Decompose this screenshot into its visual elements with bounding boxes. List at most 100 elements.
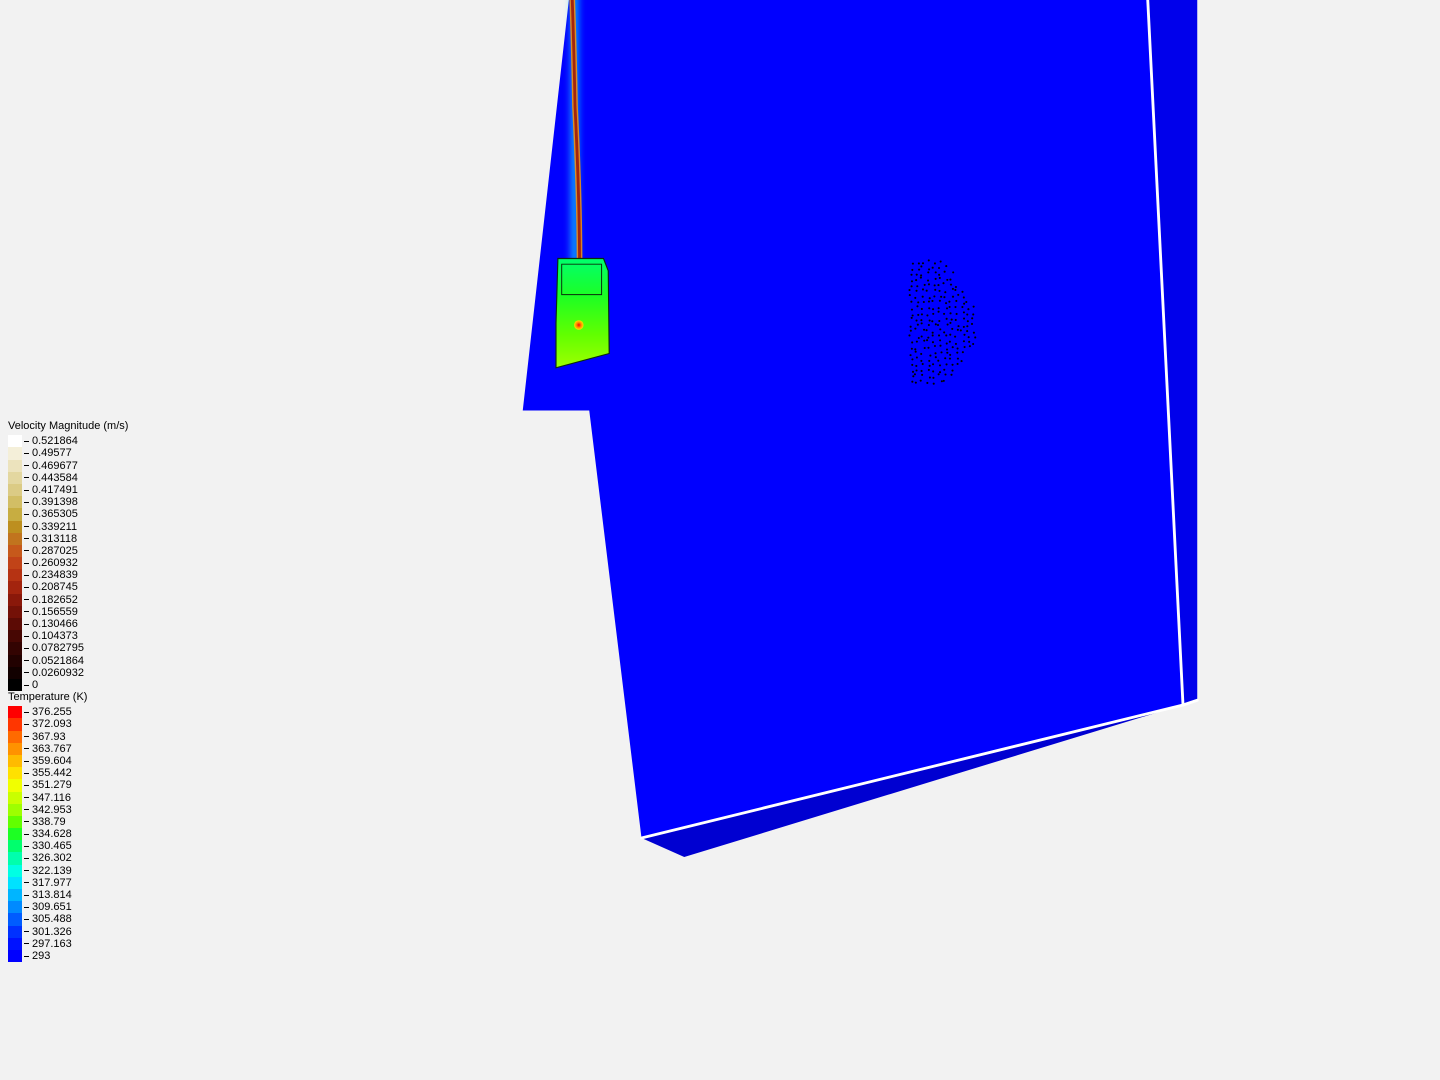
mesh-dot (971, 317, 973, 319)
mesh-dot (951, 319, 953, 321)
legend-temperature-tick: 301.326 (24, 926, 72, 938)
mesh-dot (956, 352, 958, 354)
legend-temperature-tick: 367.93 (24, 731, 72, 743)
mesh-dot (944, 271, 946, 273)
mesh-dot (923, 329, 925, 331)
mesh-dot (909, 354, 911, 356)
mesh-dot (943, 369, 945, 371)
mesh-dot (920, 274, 922, 276)
legend-velocity-tick: 0.443584 (24, 472, 84, 484)
legend-velocity-tick: 0.0260932 (24, 667, 84, 679)
mesh-dot (929, 297, 931, 299)
mesh-dot (963, 326, 965, 328)
legend-velocity-segment (8, 581, 22, 593)
mesh-dot (921, 313, 923, 315)
legend-temperature-tick: 322.139 (24, 865, 72, 877)
legend-temperature-tick: 342.953 (24, 804, 72, 816)
mesh-dot (928, 259, 930, 261)
mesh-dot (912, 314, 914, 316)
legend-temperature-tick: 297.163 (24, 938, 72, 950)
legend-velocity-segment (8, 521, 22, 533)
legend-temperature-tick: 351.279 (24, 779, 72, 791)
mesh-dot (908, 334, 910, 336)
mesh-dot (950, 284, 952, 286)
mesh-dot (955, 286, 957, 288)
legend-velocity-segment (8, 496, 22, 508)
legend-velocity-segment (8, 557, 22, 569)
mesh-dot (916, 305, 918, 307)
mesh-dot (928, 300, 930, 302)
mesh-dot (932, 313, 934, 315)
legend-temperature-tick: 309.651 (24, 901, 72, 913)
scene-svg (480, 0, 1240, 900)
mesh-dot (951, 370, 953, 372)
legend-velocity-tick: 0 (24, 679, 84, 691)
legend-temperature-segment (8, 743, 22, 755)
mesh-dot (911, 317, 913, 319)
mesh-dot (916, 274, 918, 276)
legend-velocity-tick: 0.521864 (24, 435, 84, 447)
mesh-dot (952, 288, 954, 290)
mesh-dot (935, 271, 937, 273)
heater-region (556, 259, 609, 368)
mesh-dot (949, 358, 951, 360)
mesh-dot (952, 296, 954, 298)
mesh-dot (911, 341, 913, 343)
mesh-dot (935, 356, 937, 358)
mesh-dot (962, 351, 964, 353)
mesh-dot (957, 329, 959, 331)
mesh-dot (928, 307, 930, 309)
mesh-dot (928, 324, 930, 326)
mesh-dot (915, 290, 917, 292)
legend-velocity-tick: 0.391398 (24, 496, 84, 508)
simulation-viewport[interactable] (480, 0, 1240, 900)
legend-velocity-segment (8, 508, 22, 520)
mesh-dot (938, 307, 940, 309)
mesh-dot (912, 263, 914, 265)
mesh-dot (920, 265, 922, 267)
legend-velocity-tick: 0.365305 (24, 508, 84, 520)
mesh-dot (920, 360, 922, 362)
mesh-dot (972, 343, 974, 345)
mesh-dot (929, 376, 931, 378)
mesh-dot (911, 269, 913, 271)
mesh-dot (935, 323, 937, 325)
mesh-dot (949, 306, 951, 308)
mesh-dot (954, 306, 956, 308)
legend-temperature-segment (8, 926, 22, 938)
mesh-dot (915, 382, 917, 384)
legend-velocity-tick: 0.287025 (24, 545, 84, 557)
mesh-dot (963, 303, 965, 305)
mesh-dot (940, 296, 942, 298)
mesh-dot (929, 319, 931, 321)
legend-temperature-segment (8, 913, 22, 925)
mesh-dot (968, 336, 970, 338)
legend-temperature-ticks: 376.255372.093367.93363.767359.604355.44… (24, 706, 72, 962)
mesh-dot (921, 370, 923, 372)
mesh-dot (946, 363, 948, 365)
mesh-dot (923, 340, 925, 342)
plume-core (570, 0, 579, 320)
mesh-dot (957, 363, 959, 365)
mesh-dot (943, 380, 945, 382)
legend-temperature-tick: 359.604 (24, 755, 72, 767)
mesh-dot (957, 325, 959, 327)
mesh-dot (957, 348, 959, 350)
mesh-dot (974, 336, 976, 338)
mesh-dot (933, 295, 935, 297)
mesh-dot (955, 319, 957, 321)
mesh-dot (934, 284, 936, 286)
mesh-dot (929, 365, 931, 367)
mesh-dot (961, 306, 963, 308)
mesh-dot (967, 320, 969, 322)
mesh-dot (911, 280, 913, 282)
mesh-dot (957, 294, 959, 296)
legend-velocity-tick: 0.182652 (24, 594, 84, 606)
mesh-dot (951, 364, 953, 366)
mesh-dot (952, 346, 954, 348)
mesh-dot (938, 290, 940, 292)
legend-velocity-segment (8, 472, 22, 484)
mesh-dot (947, 323, 949, 325)
legend-temperature-tick: 305.488 (24, 913, 72, 925)
mesh-dot (964, 346, 966, 348)
